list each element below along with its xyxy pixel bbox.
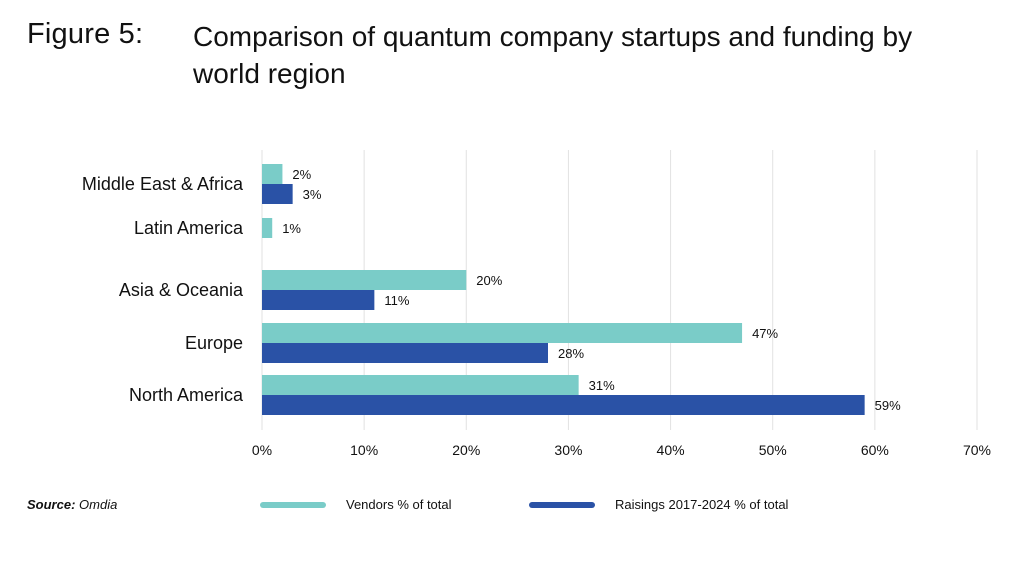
data-label: 31% <box>589 378 615 393</box>
category-label: Asia & Oceania <box>119 280 244 300</box>
x-tick-label: 50% <box>759 442 787 458</box>
x-tick-label: 20% <box>452 442 480 458</box>
legend-label-vendors: Vendors % of total <box>346 497 452 512</box>
bar-raisings <box>262 184 293 204</box>
data-label: 3% <box>303 187 322 202</box>
bar-vendors <box>262 164 283 184</box>
bar-raisings <box>262 343 548 363</box>
legend-item-raisings: Raisings 2017-2024 % of total <box>529 497 788 512</box>
x-tick-label: 60% <box>861 442 889 458</box>
bar-vendors <box>262 375 579 395</box>
bar-vendors <box>262 323 743 343</box>
legend-swatch-vendors <box>260 501 326 508</box>
source-text: Omdia <box>75 497 118 512</box>
data-label: 1% <box>282 221 301 236</box>
bar-vendors <box>262 218 273 238</box>
x-tick-label: 40% <box>657 442 685 458</box>
source-prefix: Source: <box>27 497 76 512</box>
x-tick-label: 10% <box>350 442 378 458</box>
x-tick-label: 0% <box>252 442 272 458</box>
category-label: Europe <box>185 333 243 353</box>
source-note: Source: Omdia <box>27 497 117 512</box>
data-label: 20% <box>476 273 502 288</box>
data-label: 2% <box>292 167 311 182</box>
x-tick-label: 30% <box>554 442 582 458</box>
data-label: 47% <box>752 326 778 341</box>
legend-swatch-raisings <box>529 501 595 508</box>
category-label: Middle East & Africa <box>82 174 244 194</box>
bar-raisings <box>262 395 865 415</box>
data-label: 11% <box>384 293 409 308</box>
category-label: Latin America <box>134 218 244 238</box>
legend-label-raisings: Raisings 2017-2024 % of total <box>615 497 789 512</box>
x-tick-label: 70% <box>963 442 991 458</box>
data-label: 59% <box>875 398 901 413</box>
bar-vendors <box>262 270 467 290</box>
data-label: 28% <box>558 346 584 361</box>
figure-title: Comparison of quantum company startups a… <box>193 21 913 89</box>
bar-raisings <box>262 290 375 310</box>
figure-label: Figure 5: <box>27 18 144 50</box>
category-label: North America <box>129 385 244 405</box>
legend-item-vendors: Vendors % of total <box>260 497 452 512</box>
bar-chart: 0% 10% 20% 30% 40% 50% 60% 70% Middle East & Afr… <box>82 150 991 458</box>
